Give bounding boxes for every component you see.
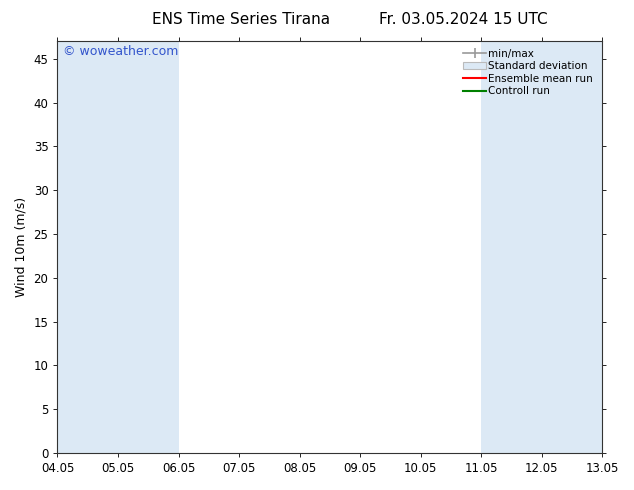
Text: ENS Time Series Tirana: ENS Time Series Tirana: [152, 12, 330, 27]
Text: Fr. 03.05.2024 15 UTC: Fr. 03.05.2024 15 UTC: [378, 12, 547, 27]
Bar: [118, 41, 179, 453]
Y-axis label: Wind 10m (m/s): Wind 10m (m/s): [15, 197, 28, 297]
Bar: [58, 41, 118, 453]
Legend: min/max, Standard deviation, Ensemble mean run, Controll run: min/max, Standard deviation, Ensemble me…: [459, 44, 599, 100]
Text: © woweather.com: © woweather.com: [63, 46, 178, 58]
Bar: [542, 41, 602, 453]
Bar: [481, 41, 542, 453]
